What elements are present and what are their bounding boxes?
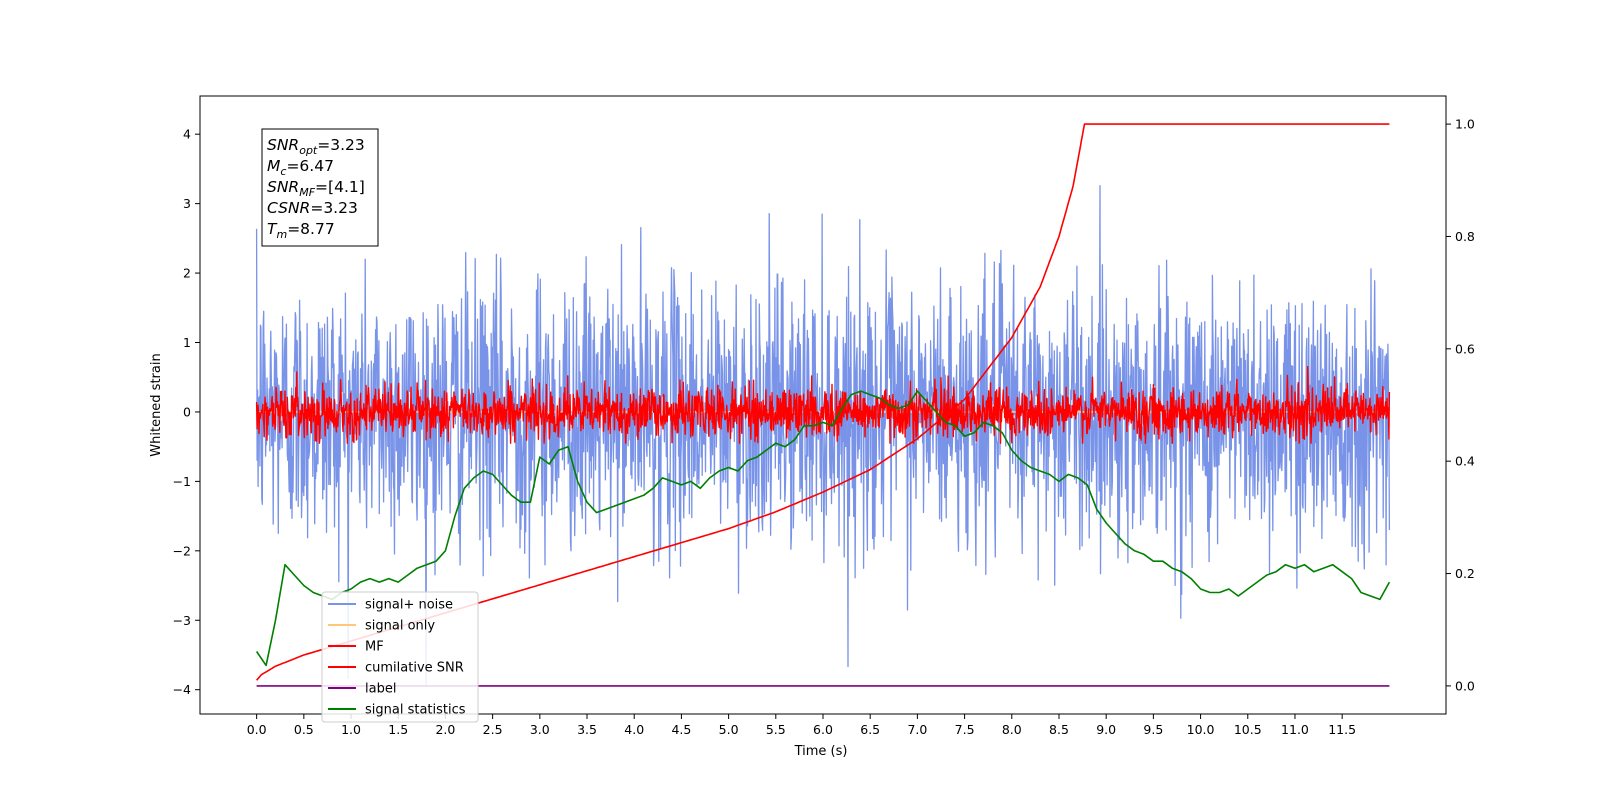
y-right-tick-label: 0.8 (1455, 229, 1475, 244)
y-left-tick-label: 2 (183, 266, 191, 281)
x-tick-label: 2.5 (483, 722, 503, 737)
legend-entry: MF (365, 640, 384, 655)
x-tick-label: 9.0 (1096, 722, 1116, 737)
annotation-value: =6.47 (286, 157, 334, 175)
annotation-box-frame (261, 128, 379, 247)
x-tick-label: 3.5 (577, 722, 597, 737)
x-tick-label: 7.0 (907, 722, 927, 737)
x-tick-label: 0.0 (247, 722, 267, 737)
x-tick-label: 6.0 (813, 722, 833, 737)
x-tick-label: 11.5 (1328, 722, 1356, 737)
annotation-line: SNRMF=[4.1] (267, 178, 365, 199)
x-tick-label: 1.0 (341, 722, 361, 737)
x-tick-label: 4.0 (624, 722, 644, 737)
x-tick-label: 5.0 (719, 722, 739, 737)
x-tick-label: 5.5 (766, 722, 786, 737)
y-left-tick-label: 3 (183, 196, 191, 211)
x-tick-label: 10.0 (1187, 722, 1215, 737)
y-left-tick-label: −1 (173, 474, 191, 489)
y-left-tick-label: −2 (173, 543, 191, 558)
series-signal-noise-line (255, 185, 1391, 687)
annotation-symbol: CSNR (267, 199, 310, 217)
legend-frame (321, 591, 479, 723)
x-tick-label: 10.5 (1234, 722, 1262, 737)
legend-entry: signal+ noise (365, 598, 453, 613)
y-right-tick-label: 1.0 (1455, 117, 1475, 132)
x-tick-label: 8.0 (1002, 722, 1022, 737)
annotation-line: SNRopt=3.23 (267, 136, 365, 157)
legend-entry: signal statistics (365, 703, 466, 718)
x-tick-label: 3.0 (530, 722, 550, 737)
x-tick-label: 1.5 (388, 722, 408, 737)
x-tick-label: 8.5 (1049, 722, 1069, 737)
y-left-tick-label: 4 (183, 127, 191, 142)
annotation-symbol: SNR (267, 178, 299, 196)
annotation-subscript: opt (299, 144, 318, 157)
y-left-tick-label: 1 (183, 335, 191, 350)
y-right-tick-label: 0.2 (1455, 566, 1475, 581)
annotation-symbol: T (267, 220, 278, 238)
annotation-value: =8.77 (287, 220, 335, 238)
x-tick-label: 0.5 (294, 722, 314, 737)
y-axis-right: 0.0 0.2 0.4 0.6 0.8 1.0 (1446, 117, 1475, 693)
annotation-symbol: SNR (267, 136, 299, 154)
x-tick-label: 2.0 (435, 722, 455, 737)
legend-entry: cumilative SNR (365, 661, 464, 676)
y-right-tick-label: 0.6 (1455, 341, 1475, 356)
x-tick-label: 7.5 (955, 722, 975, 737)
x-tick-label: 4.5 (671, 722, 691, 737)
annotation-line: Tm=8.77 (267, 220, 335, 241)
y-axis-label-left: Whitened strain (149, 353, 164, 456)
x-tick-label: 6.5 (860, 722, 880, 737)
annotation-subscript: m (276, 228, 287, 241)
annotation-line: Mc=6.47 (267, 157, 334, 178)
x-tick-label: 11.0 (1281, 722, 1309, 737)
annotation-line: CSNR=3.23 (267, 199, 358, 217)
annotation-symbol: M (267, 157, 280, 175)
annotation-value: =3.23 (317, 136, 365, 154)
x-axis-label: Time (s) (794, 744, 848, 759)
legend-entry: signal only (365, 619, 435, 634)
legend: signal+ noise signal only MF cumilative SNR… (321, 591, 479, 723)
x-tick-label: 9.5 (1143, 722, 1163, 737)
annotation-subscript: MF (299, 186, 315, 199)
y-right-tick-label: 0.0 (1455, 678, 1475, 693)
y-left-tick-label: −3 (173, 613, 191, 628)
annotation-value: =[4.1] (315, 178, 365, 196)
series-signal-statistics-line (255, 390, 1391, 667)
annotation-box: SNRopt=3.23Mc=6.47SNRMF=[4.1]CSNR=3.23Tm… (261, 128, 379, 247)
annotation-subscript: c (280, 165, 286, 178)
annotation-value: =3.23 (310, 199, 358, 217)
x-axis: 0.0 0.5 1.0 1.5 2.0 2.5 3.0 3.5 4.0 4.5 5.0 5.5 6.0 6… (247, 714, 1356, 737)
y-axis-left: −4 −3 −2 −1 0 1 2 3 4 (173, 127, 200, 697)
y-left-tick-label: −4 (173, 682, 191, 697)
series-mf-line (255, 366, 1391, 444)
y-right-tick-label: 0.4 (1455, 454, 1475, 469)
legend-entry: label (365, 682, 396, 697)
y-left-tick-label: 0 (183, 404, 191, 419)
